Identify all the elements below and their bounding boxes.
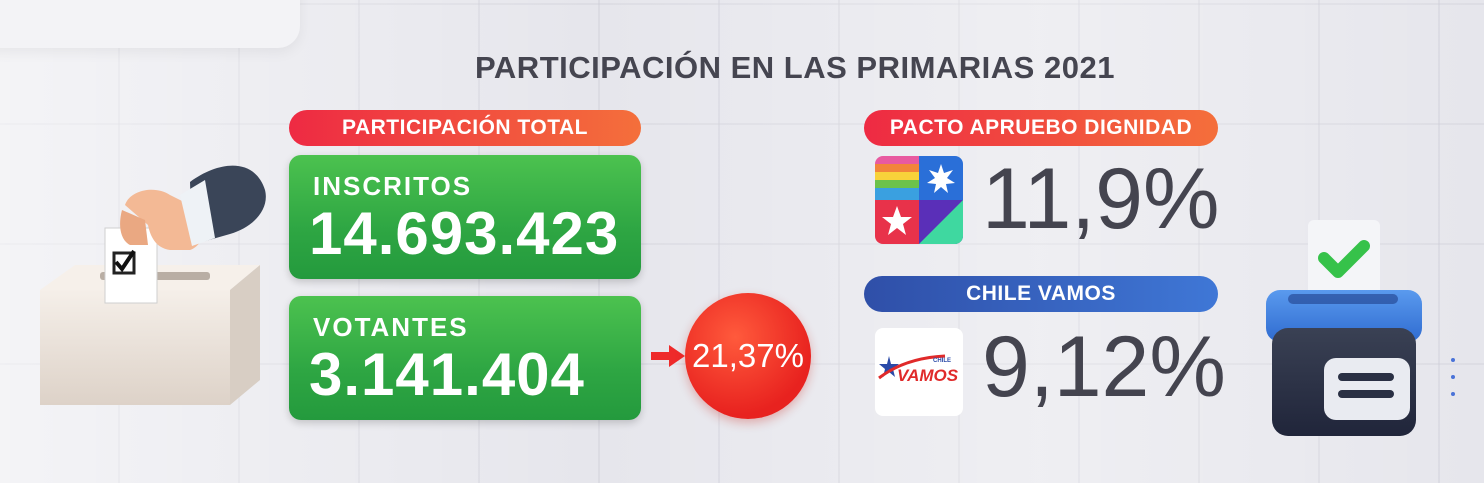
apruebo-dignidad-value: 11,9% bbox=[982, 151, 1220, 247]
votantes-value: 3.141.404 bbox=[309, 341, 585, 408]
ballot-box-hand-icon bbox=[40, 165, 266, 405]
apruebo-dignidad-header: PACTO APRUEBO DIGNIDAD bbox=[864, 110, 1218, 146]
inscritos-value: 14.693.423 bbox=[309, 200, 620, 267]
apruebo-dignidad-logo bbox=[875, 156, 963, 244]
dot bbox=[1451, 358, 1455, 362]
chile-vamos-logo-small: CHILE bbox=[933, 358, 951, 364]
dot bbox=[1451, 375, 1455, 379]
inscritos-label: INSCRITOS bbox=[313, 171, 473, 201]
ballot-box-check-icon bbox=[1266, 220, 1422, 436]
arrow-right-icon bbox=[651, 345, 685, 367]
chile-vamos-header: CHILE VAMOS bbox=[864, 276, 1218, 312]
participation-percentage: 21,37% bbox=[685, 293, 811, 419]
participacion-total-header: PARTICIPACIÓN TOTAL bbox=[289, 110, 641, 146]
page-title: PARTICIPACIÓN EN LAS PRIMARIAS 2021 bbox=[475, 50, 1115, 85]
pagination-dots bbox=[1451, 358, 1457, 409]
votantes-label: VOTANTES bbox=[313, 312, 469, 342]
chile-vamos-logo-text: VAMOS bbox=[897, 366, 959, 385]
inscritos-card: INSCRITOS 14.693.423 bbox=[289, 155, 641, 279]
dot bbox=[1451, 392, 1455, 396]
star-icon bbox=[878, 354, 946, 380]
votantes-card: VOTANTES 3.141.404 bbox=[289, 296, 641, 420]
chile-vamos-logo: CHILE VAMOS bbox=[875, 328, 963, 416]
corner-card bbox=[0, 0, 300, 48]
chile-vamos-value: 9,12% bbox=[982, 319, 1226, 415]
